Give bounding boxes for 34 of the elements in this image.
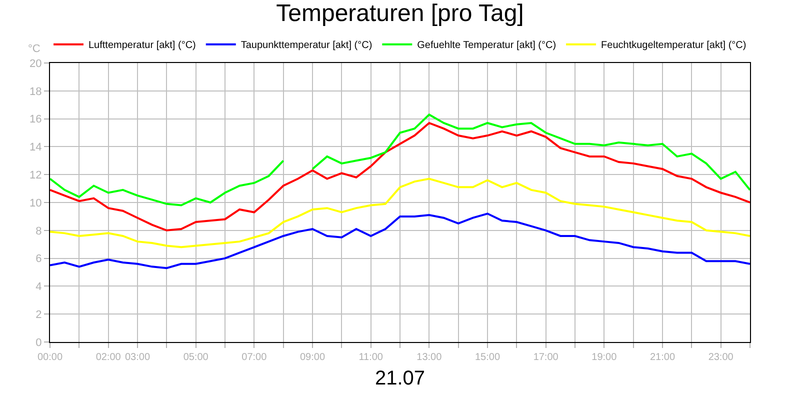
x-tick-label: 07:00 [242,352,268,363]
x-axis-title: 21.07 [374,368,426,390]
x-tick-label: 23:00 [708,352,734,363]
x-tick-label: 05:00 [183,352,209,363]
x-tick-label: 21:00 [650,352,676,363]
y-tick-label: 18 [30,86,42,98]
y-tick-label: 16 [30,114,42,126]
legend-label: Lufttemperatur [akt] (°C) [88,40,196,52]
legend-label: Taupunkttemperatur [akt] (°C) [240,40,372,52]
x-tick-label: 15:00 [474,352,500,363]
x-tick-label: 00:00 [37,352,63,363]
x-tick-label: 11:00 [358,352,384,363]
y-tick-label: 10 [30,197,42,210]
chart-title: Temperaturen [pro Tag] [276,0,524,27]
y-tick-label: 0 [36,336,42,349]
y-tick-label: 6 [36,253,42,266]
x-tick-label: 13:00 [416,352,442,363]
x-tick-label: 09:00 [300,352,326,363]
line-series [50,178,750,248]
x-tick-label: 19:00 [592,352,618,363]
y-tick-label: 2 [36,308,42,321]
y-tick-label: 8 [36,225,42,238]
line-series [50,122,750,232]
y-tick-label: 14 [30,142,42,154]
line-series [50,212,750,270]
y-tick-label: 12 [30,169,42,182]
y-axis-title: °C [28,43,40,55]
legend-label: Feuchtkugeltemperatur [akt] (°C) [601,40,746,52]
y-tick-label: 4 [36,281,42,294]
x-tick-label: 17:00 [533,352,559,363]
x-tick-label: 02:00 [96,352,122,363]
y-tick-label: 20 [30,58,42,70]
x-tick-label: 03:00 [124,352,150,363]
legend-label: Gefuehlte Temperatur [akt] (°C) [417,40,556,52]
